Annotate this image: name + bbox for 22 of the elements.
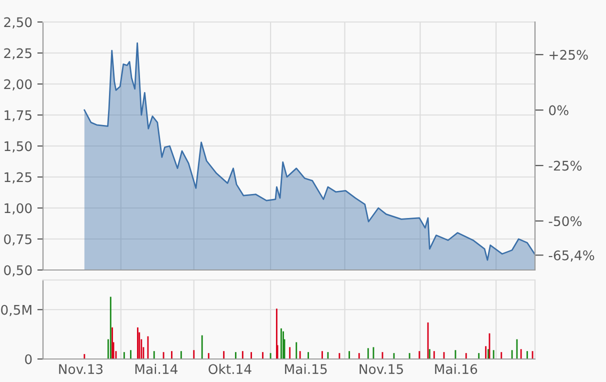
y-tick-label: 2,00 xyxy=(4,79,32,91)
x-tick-label: Nov.13 xyxy=(59,364,103,374)
x-tick-label: Mai.14 xyxy=(135,364,178,374)
y-tick-label: 1,75 xyxy=(4,110,32,122)
x-tick-label: Okt.14 xyxy=(208,364,252,374)
y2-tick-label: -25% xyxy=(548,160,582,171)
y-tick-label: 2,50 xyxy=(4,17,32,29)
y-tick-label: 1,00 xyxy=(4,203,32,215)
y-tick-label: 2,25 xyxy=(4,48,32,60)
x-tick-label: Mai.16 xyxy=(435,364,478,374)
y-tick-label: 0,5M xyxy=(1,304,32,316)
x-tick-label: Nov.15 xyxy=(360,364,403,374)
y-tick-label: 1,25 xyxy=(4,172,32,184)
x-tick-label: Mai.15 xyxy=(285,364,327,374)
y2-tick-label: -65,4% xyxy=(548,250,594,262)
y-tick-label: 0,75 xyxy=(4,234,32,246)
y-tick-label: 0 xyxy=(25,354,32,364)
y2-tick-label: 0% xyxy=(549,105,568,116)
y-tick-label: 0,50 xyxy=(4,265,32,277)
y-tick-label: 1,50 xyxy=(4,141,32,153)
y2-tick-label: +25% xyxy=(550,50,588,60)
y2-tick-label: -50% xyxy=(548,216,582,226)
